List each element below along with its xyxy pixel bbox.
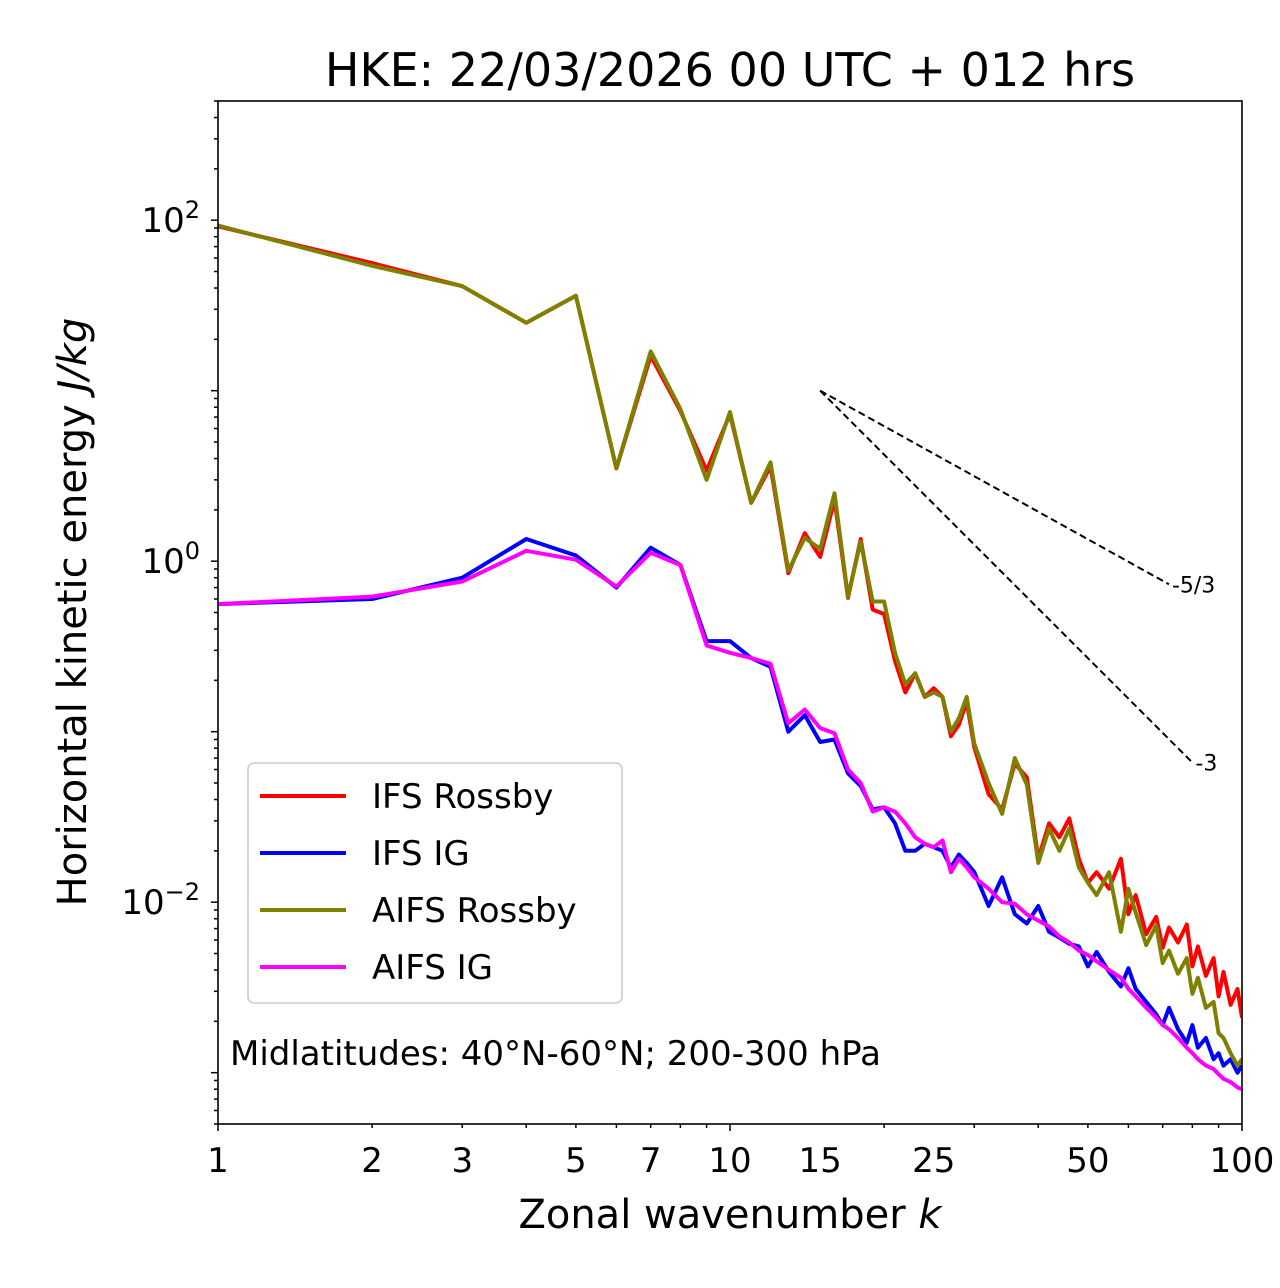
x-tick-label: 50	[1066, 1141, 1109, 1181]
x-tick-label: 7	[640, 1141, 662, 1181]
chart-title: HKE: 22/03/2026 00 UTC + 012 hrs	[325, 43, 1135, 97]
reference-slopes: -5/3 -3	[819, 389, 1217, 777]
x-axis-label: Zonal wavenumber k	[518, 1192, 943, 1238]
reference-line-label-1: -3	[1195, 752, 1217, 777]
axes-frame	[217, 100, 1243, 1125]
legend-label-2: AIFS Rossby	[372, 891, 577, 931]
x-axis-label-symbol: k	[918, 1192, 943, 1238]
reference-line-label-0: -5/3	[1172, 573, 1215, 598]
y-axis-ticks: 102 100 10−2	[121, 100, 218, 1125]
x-tick-label: 3	[451, 1141, 473, 1181]
x-tick-label: 25	[912, 1141, 955, 1181]
x-tick-label: 1	[207, 1141, 229, 1181]
legend-box	[247, 762, 623, 1004]
region-annotation: Midlatitudes: 40°N-60°N; 200-300 hPa	[230, 1034, 881, 1074]
x-tick-label: 2	[361, 1141, 383, 1181]
y-axis-label-unit: J/kg	[50, 318, 96, 399]
reference-line-0	[819, 389, 1170, 586]
legend-label-3: AIFS IG	[372, 948, 493, 988]
y-tick-label: 10−2	[121, 878, 200, 923]
legend-label-1: IFS IG	[372, 834, 470, 874]
x-axis-ticks: 1 2 3 5 7 10 15 25 50 100	[207, 1124, 1274, 1181]
x-axis-label-text: Zonal wavenumber	[518, 1192, 918, 1238]
series-line-3	[218, 548, 1242, 1092]
x-tick-label: 5	[565, 1141, 587, 1181]
y-tick-label: 100	[141, 537, 200, 582]
x-tick-label: 10	[708, 1141, 751, 1181]
y-axis-label: Horizontal kinetic energy J/kg	[50, 318, 96, 907]
x-tick-label: 15	[799, 1141, 842, 1181]
legend-label-0: IFS Rossby	[372, 777, 553, 817]
x-tick-label: 100	[1210, 1141, 1275, 1181]
series-line-2	[218, 223, 1242, 1068]
y-axis-label-text: Horizontal kinetic energy	[50, 392, 96, 907]
y-tick-label: 102	[141, 196, 200, 241]
plot-area	[218, 223, 1242, 1092]
legend: IFS Rossby IFS IG AIFS Rossby AIFS IG	[247, 762, 623, 1004]
